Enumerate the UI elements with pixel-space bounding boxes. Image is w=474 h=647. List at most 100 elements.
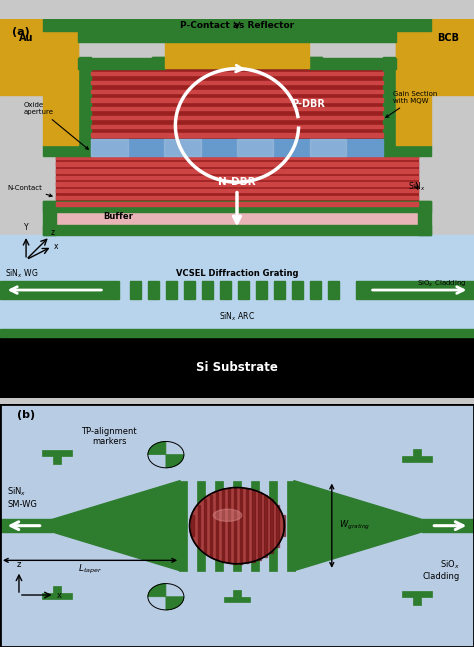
Bar bbox=[216, 492, 218, 560]
Bar bbox=[402, 591, 432, 597]
Text: SiN$_x$: SiN$_x$ bbox=[408, 181, 426, 193]
Bar bbox=[91, 116, 383, 119]
Bar bbox=[56, 156, 418, 159]
Bar bbox=[198, 505, 200, 547]
Bar bbox=[78, 30, 396, 42]
Bar bbox=[287, 481, 295, 571]
Bar bbox=[0, 520, 52, 532]
Text: (a): (a) bbox=[12, 27, 29, 36]
Text: x: x bbox=[57, 591, 62, 600]
Bar bbox=[220, 281, 231, 300]
Bar bbox=[270, 499, 273, 553]
Bar bbox=[91, 138, 128, 156]
Bar bbox=[222, 490, 224, 562]
Bar bbox=[56, 182, 418, 186]
Bar bbox=[91, 81, 383, 84]
Bar bbox=[233, 481, 241, 571]
Bar bbox=[233, 590, 241, 597]
Bar bbox=[56, 176, 418, 179]
Bar bbox=[78, 58, 91, 156]
Text: Cladding: Cladding bbox=[422, 573, 460, 582]
Text: SiO$_x$ Cladding: SiO$_x$ Cladding bbox=[418, 280, 467, 289]
Bar bbox=[43, 201, 56, 235]
Text: SiN$_x$ ARC: SiN$_x$ ARC bbox=[219, 311, 255, 323]
Bar bbox=[91, 89, 383, 93]
Bar bbox=[328, 281, 339, 300]
Bar bbox=[210, 494, 212, 557]
Bar bbox=[164, 138, 201, 156]
Bar bbox=[0, 329, 474, 337]
Text: z: z bbox=[17, 560, 21, 569]
Text: Buffer: Buffer bbox=[103, 212, 134, 221]
Wedge shape bbox=[148, 441, 166, 455]
Text: N-Contact: N-Contact bbox=[7, 185, 52, 197]
Bar bbox=[43, 145, 78, 156]
Bar bbox=[91, 138, 383, 156]
Bar bbox=[43, 19, 78, 145]
Bar bbox=[56, 156, 418, 208]
Wedge shape bbox=[166, 597, 184, 610]
Text: N-DBR: N-DBR bbox=[218, 177, 256, 187]
Bar bbox=[152, 58, 165, 69]
Bar bbox=[202, 281, 213, 300]
Text: SiO$_x$: SiO$_x$ bbox=[440, 558, 460, 571]
Bar bbox=[53, 456, 61, 464]
Bar bbox=[251, 481, 259, 571]
Text: Oxide
aperture: Oxide aperture bbox=[24, 102, 88, 149]
Bar bbox=[396, 19, 431, 145]
Text: (b): (b) bbox=[17, 410, 35, 421]
Bar bbox=[292, 281, 303, 300]
Bar bbox=[258, 492, 261, 560]
Bar bbox=[165, 29, 309, 68]
Text: L$_{taper}$: L$_{taper}$ bbox=[78, 562, 102, 576]
Text: SiN$_x$ WG: SiN$_x$ WG bbox=[5, 267, 38, 280]
Bar bbox=[152, 58, 322, 68]
Ellipse shape bbox=[213, 509, 242, 521]
Bar bbox=[413, 597, 421, 604]
Bar bbox=[396, 19, 474, 95]
Bar bbox=[356, 281, 474, 300]
Bar bbox=[322, 58, 396, 69]
Bar bbox=[56, 189, 418, 192]
Bar bbox=[237, 138, 273, 156]
Bar bbox=[256, 281, 267, 300]
Bar bbox=[402, 456, 432, 463]
Text: TP-alignment
markers: TP-alignment markers bbox=[81, 427, 137, 446]
Bar bbox=[0, 337, 474, 398]
Bar bbox=[383, 58, 396, 156]
Bar bbox=[56, 195, 418, 199]
Bar bbox=[91, 69, 383, 138]
Bar bbox=[91, 72, 383, 76]
Text: VCSEL Diffraction Grating: VCSEL Diffraction Grating bbox=[176, 269, 298, 278]
Bar bbox=[310, 138, 346, 156]
Bar bbox=[0, 235, 474, 330]
Bar bbox=[184, 281, 195, 300]
Bar bbox=[310, 281, 321, 300]
Bar bbox=[179, 481, 187, 571]
Bar bbox=[91, 107, 383, 111]
Bar bbox=[252, 490, 255, 562]
Bar bbox=[166, 281, 177, 300]
Text: Si Substrate: Si Substrate bbox=[196, 361, 278, 374]
Bar bbox=[228, 488, 230, 563]
Polygon shape bbox=[52, 481, 180, 571]
Wedge shape bbox=[148, 584, 166, 597]
Text: SM-WG: SM-WG bbox=[7, 499, 37, 509]
Bar bbox=[309, 58, 322, 69]
Bar bbox=[56, 162, 418, 166]
Bar bbox=[91, 125, 383, 128]
Bar bbox=[91, 133, 383, 137]
Bar bbox=[130, 281, 141, 300]
Bar bbox=[264, 494, 267, 557]
Bar bbox=[148, 281, 159, 300]
Text: x: x bbox=[54, 242, 58, 251]
Bar bbox=[246, 488, 248, 563]
Polygon shape bbox=[294, 481, 422, 571]
Bar bbox=[422, 520, 474, 532]
Bar bbox=[215, 481, 223, 571]
Bar bbox=[43, 225, 431, 235]
Text: Au: Au bbox=[19, 34, 33, 43]
Bar bbox=[56, 208, 418, 225]
Bar bbox=[224, 597, 250, 602]
Text: BCB: BCB bbox=[437, 34, 459, 43]
